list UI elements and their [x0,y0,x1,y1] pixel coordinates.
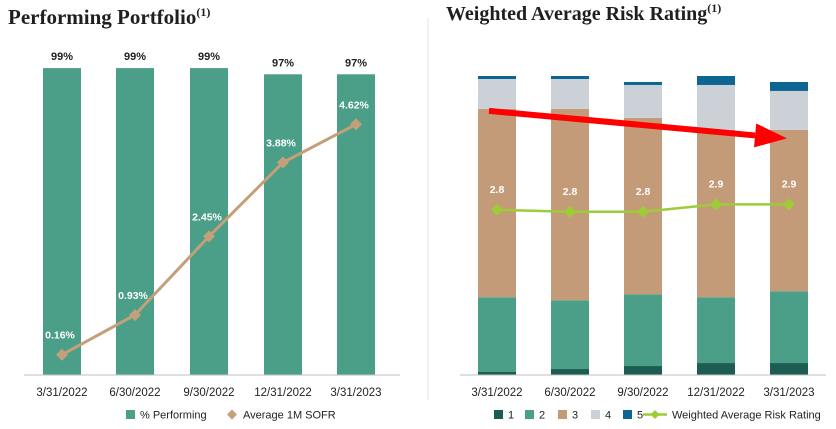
chart1-title: Performing Portfolio(1) [8,5,210,29]
risk-rating-segment-5 [478,76,516,79]
chart1-x-tick-label: 3/31/2022 [36,387,87,399]
risk-rating-segment-1 [697,363,735,375]
performing-bar [116,68,154,375]
legend-label-performing: % Performing [140,410,207,422]
sofr-label: 0.16% [45,330,75,342]
sofr-point [129,308,141,321]
risk-rating-segment-5 [770,81,808,91]
risk-rating-segment-4 [478,78,516,109]
legend-label-sofr: Average 1M SOFR [243,410,336,422]
performing-bar-label: 99% [124,51,146,63]
chart2-x-tick-label: 6/30/2022 [544,387,595,399]
risk-rating-point [783,198,795,211]
risk-rating-segment-3 [478,108,516,298]
risk-rating-segment-4 [697,84,735,130]
risk-rating-segment-2 [624,294,662,367]
risk-rating-point [564,205,576,218]
risk-rating-segment-1 [478,372,516,375]
chart2-legend: 1 2 3 4 5 Weighted Average Risk Rating [494,410,821,422]
chart1-x-tick-label: 9/30/2022 [183,387,234,399]
sofr-point [203,230,215,243]
legend-swatch-1 [494,410,503,419]
legend-label-4: 4 [605,410,611,422]
chart1-legend: % Performing Average 1M SOFR [126,409,336,422]
sofr-label: 4.62% [339,99,369,111]
legend-label-1: 1 [508,410,514,422]
risk-rating-label: 2.8 [636,186,651,198]
chart2-x-tick-label: 3/31/2023 [763,387,814,399]
performing-bar-label: 99% [51,51,73,63]
chart1-x-tick-label: 6/30/2022 [109,387,160,399]
legend-label-5: 5 [637,410,643,422]
risk-rating-segment-4 [551,78,589,109]
performing-portfolio-chart: Performing Portfolio(1) 99% 99% 99%97% 97% … [8,5,400,422]
risk-rating-segment-3 [624,117,662,295]
chart2-x-tick-label: 12/31/2022 [687,387,745,399]
sofr-label: 2.45% [192,211,222,223]
risk-rating-segment-4 [624,84,662,118]
risk-rating-segment-5 [697,76,735,85]
performing-bar [43,68,81,375]
risk-rating-segment-5 [624,81,662,85]
performing-bar [264,74,302,376]
risk-rating-point [710,198,722,211]
risk-rating-segment-1 [551,369,589,375]
risk-rating-segment-2 [770,291,808,364]
risk-rating-point [637,205,649,218]
chart2-x-tick-label: 3/31/2022 [471,387,522,399]
risk-rating-segment-3 [551,108,589,301]
legend-swatch-4 [591,410,600,419]
sofr-point [350,118,362,131]
risk-rating-segment-2 [478,297,516,373]
risk-rating-line [496,203,789,214]
risk-rating-point [491,203,503,216]
performing-bar [190,68,228,375]
risk-rating-segment-2 [551,300,589,370]
legend-swatch-2 [525,410,534,419]
legend-swatch-sofr [227,409,237,420]
risk-rating-segment-4 [770,90,808,130]
risk-rating-segment-2 [697,297,735,364]
legend-label-2: 2 [539,410,545,422]
legend-swatch-line-marker [650,410,660,419]
legend-label-3: 3 [572,410,578,422]
performing-bar-label: 97% [345,57,367,69]
legend-label-line: Weighted Average Risk Rating [672,410,821,422]
performing-bar-label: 97% [272,57,294,69]
chart2-title: Weighted Average Risk Rating(1) [446,1,721,25]
sofr-label: 0.93% [118,290,148,302]
risk-rating-label: 2.9 [709,178,724,190]
legend-swatch-5 [623,410,632,419]
risk-rating-segment-5 [551,76,589,79]
trend-arrow-shaft [488,107,756,139]
risk-rating-segment-1 [624,366,662,375]
sofr-label: 3.88% [266,138,296,150]
chart1-x-tick-label: 12/31/2022 [254,387,312,399]
risk-rating-label: 2.8 [490,184,505,196]
sofr-point [56,348,68,361]
risk-rating-label: 2.9 [782,178,797,190]
chart2-x-tick-label: 9/30/2022 [617,387,668,399]
legend-swatch-performing [126,410,135,419]
risk-rating-segment-3 [770,129,808,292]
performing-bar-label: 99% [198,51,220,63]
trend-arrow-head [754,123,787,148]
risk-rating-segment-3 [697,129,735,298]
legend-swatch-3 [558,410,567,419]
sofr-point [277,156,289,169]
risk-rating-label: 2.8 [563,186,578,198]
risk-rating-segment-1 [770,363,808,375]
chart1-x-tick-label: 3/31/2023 [330,387,381,399]
